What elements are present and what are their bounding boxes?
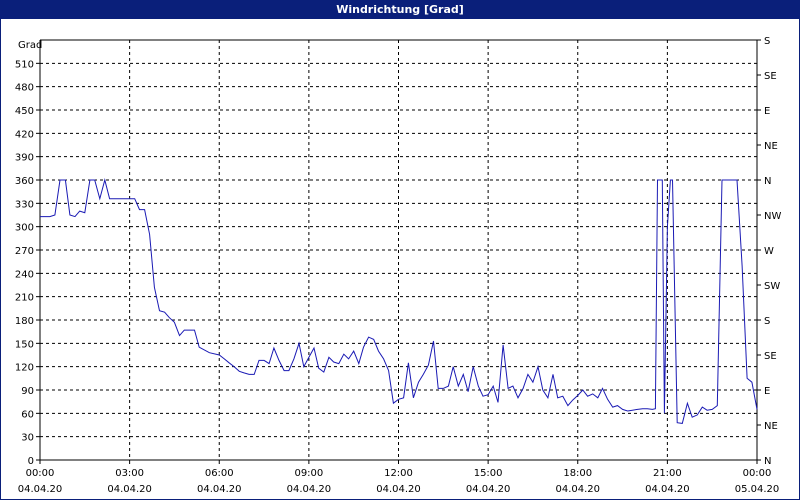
left-axis-ticks: 0 30 60 90 120 150 180 210 240 270 300 330 360 390 420… xyxy=(15,59,40,467)
x-tick-date: 04.04.20 xyxy=(466,484,511,495)
x-tick-time: 18:00 xyxy=(563,468,592,479)
right-tick-label: N xyxy=(764,176,771,187)
right-tick-label: NE xyxy=(764,141,778,152)
left-tick-label: 270 xyxy=(15,246,34,257)
x-tick-time: 12:00 xyxy=(384,468,413,479)
right-tick-label: NW xyxy=(764,211,781,222)
x-tick-date: 04.04.20 xyxy=(107,484,152,495)
left-tick-label: 480 xyxy=(15,83,34,94)
x-tick-date: 04.04.20 xyxy=(197,484,242,495)
x-tick-time: 09:00 xyxy=(294,468,323,479)
left-tick-label: 330 xyxy=(15,199,34,210)
x-tick-date: 04.04.20 xyxy=(555,484,600,495)
right-tick-label: SE xyxy=(764,71,777,82)
left-tick-label: 240 xyxy=(15,269,34,280)
x-tick-time: 00:00 xyxy=(26,468,55,479)
left-tick-label: 150 xyxy=(15,339,34,350)
left-tick-label: 510 xyxy=(15,59,34,70)
right-tick-label: SW xyxy=(764,281,780,292)
right-tick-label: E xyxy=(764,106,770,117)
right-tick-label: S xyxy=(764,316,770,327)
left-tick-label: 60 xyxy=(21,409,34,420)
right-axis-ticks: N NE E SE S SW W NW N NE E SE S xyxy=(757,36,781,467)
x-tick-date: 05.04.20 xyxy=(735,484,780,495)
x-tick-date: 04.04.20 xyxy=(287,484,332,495)
right-tick-label: E xyxy=(764,386,770,397)
series xyxy=(40,178,758,424)
right-tick-label: S xyxy=(764,36,770,47)
right-tick-label: SE xyxy=(764,351,777,362)
x-tick-date: 04.04.20 xyxy=(18,484,63,495)
left-tick-label: 30 xyxy=(21,433,34,444)
series-line-0 xyxy=(40,178,758,424)
x-tick-time: 21:00 xyxy=(653,468,682,479)
left-tick-label: 360 xyxy=(15,176,34,187)
chart-title: Windrichtung [Grad] xyxy=(0,0,800,19)
grid xyxy=(40,40,757,460)
left-tick-label: 90 xyxy=(21,386,34,397)
left-tick-label: 210 xyxy=(15,293,34,304)
left-tick-label: 0 xyxy=(28,456,34,467)
right-tick-label: NE xyxy=(764,421,778,432)
x-axis-ticks: 00:00 04.04.20 03:00 04.04.20 06:00 04.04.20 0… xyxy=(18,460,780,495)
x-tick-time: 15:00 xyxy=(474,468,503,479)
left-tick-label: 180 xyxy=(15,316,34,327)
right-tick-label: W xyxy=(764,246,774,257)
x-tick-date: 04.04.20 xyxy=(645,484,690,495)
x-tick-time: 00:00 xyxy=(743,468,772,479)
left-tick-label: 390 xyxy=(15,153,34,164)
left-tick-label: 300 xyxy=(15,223,34,234)
x-tick-time: 06:00 xyxy=(205,468,234,479)
left-tick-label: 450 xyxy=(15,106,34,117)
x-tick-date: 04.04.20 xyxy=(376,484,421,495)
y-axis-label: Grad xyxy=(18,40,42,51)
right-tick-label: N xyxy=(764,456,771,467)
x-tick-time: 03:00 xyxy=(115,468,144,479)
left-tick-label: 120 xyxy=(15,363,34,374)
left-tick-label: 420 xyxy=(15,129,34,140)
